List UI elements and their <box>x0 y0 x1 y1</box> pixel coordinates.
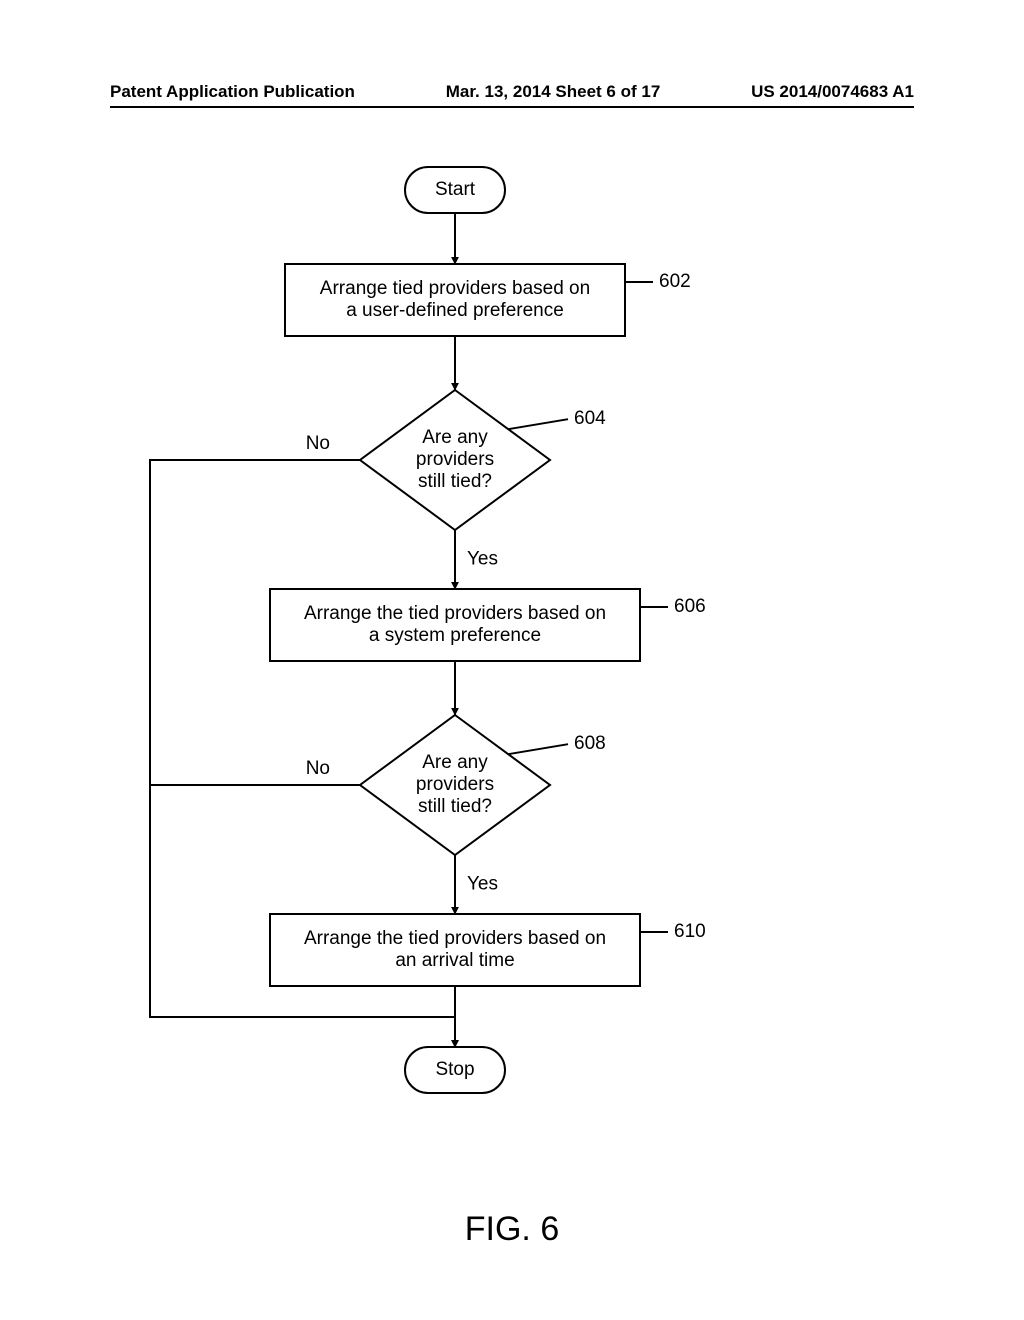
node-d608: Are anyprovidersstill tied? 608 <box>360 715 606 855</box>
svg-text:608: 608 <box>574 733 606 754</box>
node-p610: Arrange the tied providers based onan ar… <box>270 914 706 986</box>
node-d604: Are anyprovidersstill tied? 604 <box>360 390 606 530</box>
svg-text:providers: providers <box>416 774 494 795</box>
svg-text:Stop: Stop <box>435 1059 474 1080</box>
node-start: Start <box>405 167 505 213</box>
page-header: Patent Application Publication Mar. 13, … <box>110 82 914 108</box>
svg-text:Are any: Are any <box>422 752 488 773</box>
header-center: Mar. 13, 2014 Sheet 6 of 17 <box>446 82 661 102</box>
svg-text:Arrange tied providers based o: Arrange tied providers based on <box>320 278 590 299</box>
svg-text:606: 606 <box>674 596 706 617</box>
node-p606: Arrange the tied providers based ona sys… <box>270 589 706 661</box>
svg-text:a system preference: a system preference <box>369 625 541 646</box>
svg-text:still tied?: still tied? <box>418 796 492 817</box>
page: Patent Application Publication Mar. 13, … <box>0 0 1024 1320</box>
svg-text:Yes: Yes <box>467 874 498 895</box>
svg-text:No: No <box>306 758 330 779</box>
svg-text:Arrange the tied providers bas: Arrange the tied providers based on <box>304 603 606 624</box>
svg-text:still tied?: still tied? <box>418 471 492 492</box>
header-right: US 2014/0074683 A1 <box>751 82 914 102</box>
svg-text:Yes: Yes <box>467 549 498 570</box>
svg-text:providers: providers <box>416 449 494 470</box>
flowchart: Yes Yes No No Start Arrange tied providers ba… <box>0 150 1024 1210</box>
svg-text:No: No <box>306 433 330 454</box>
header-left: Patent Application Publication <box>110 82 355 102</box>
node-p602: Arrange tied providers based ona user-de… <box>285 264 691 336</box>
svg-text:602: 602 <box>659 271 691 292</box>
svg-text:604: 604 <box>574 408 606 429</box>
svg-text:Start: Start <box>435 179 476 200</box>
svg-text:an arrival time: an arrival time <box>395 950 514 971</box>
svg-text:a user-defined preference: a user-defined preference <box>346 300 564 321</box>
svg-text:Are any: Are any <box>422 427 488 448</box>
figure-label: FIG. 6 <box>0 1210 1024 1249</box>
svg-text:610: 610 <box>674 921 706 942</box>
node-stop: Stop <box>405 1047 505 1093</box>
svg-text:Arrange the tied providers bas: Arrange the tied providers based on <box>304 928 606 949</box>
